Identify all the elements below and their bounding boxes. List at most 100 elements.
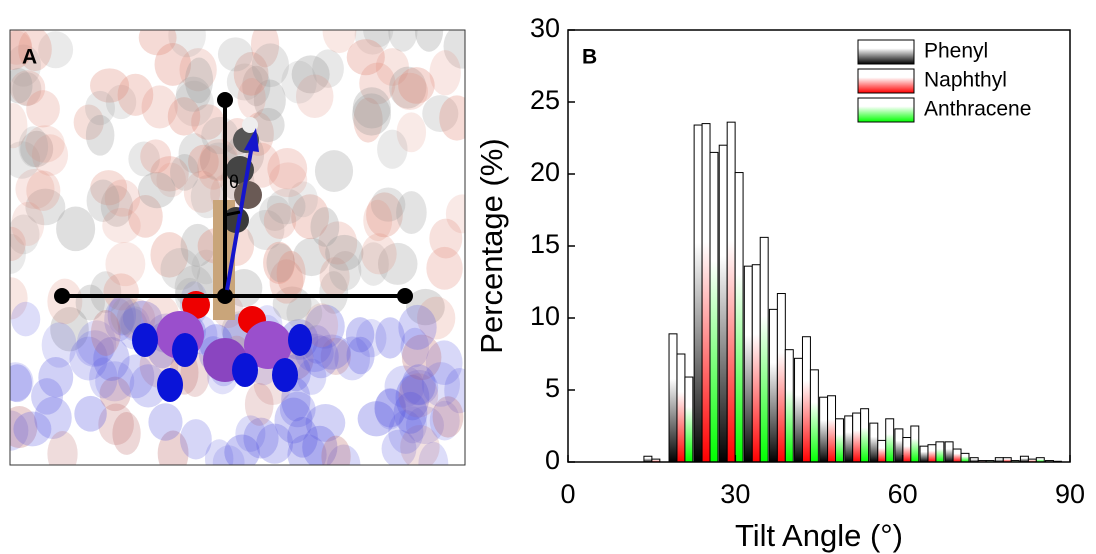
blob xyxy=(393,391,428,434)
bar xyxy=(1019,455,1029,463)
bar xyxy=(844,415,854,463)
blob xyxy=(26,90,60,128)
blob xyxy=(98,403,134,446)
blob xyxy=(179,48,217,92)
blob xyxy=(141,85,178,129)
bar xyxy=(960,452,970,463)
y-axis-title: Percentage (%) xyxy=(474,138,509,353)
panel-a-background xyxy=(10,30,465,465)
blob xyxy=(429,400,460,441)
bar xyxy=(952,448,962,463)
blob xyxy=(105,84,137,120)
blob xyxy=(279,391,316,428)
bar xyxy=(819,396,829,463)
blob xyxy=(73,104,104,140)
blob xyxy=(244,382,274,426)
blob xyxy=(175,76,211,112)
blob xyxy=(346,39,385,76)
panel-a: θ A xyxy=(9,29,466,466)
blob xyxy=(85,90,116,126)
blob xyxy=(188,144,219,179)
bar xyxy=(718,144,728,463)
point xyxy=(397,288,413,304)
blob xyxy=(201,116,239,155)
blob xyxy=(356,318,387,358)
blob xyxy=(129,364,167,408)
y-tick-label: 25 xyxy=(530,85,560,115)
blob xyxy=(18,30,52,72)
blob xyxy=(41,322,77,368)
blob xyxy=(85,114,115,156)
blob xyxy=(366,192,403,238)
blob xyxy=(320,337,351,376)
blob xyxy=(396,191,427,235)
panel-label: B xyxy=(582,46,597,69)
blob xyxy=(417,296,456,340)
atom xyxy=(157,368,183,402)
blob xyxy=(425,340,463,386)
blob xyxy=(422,95,459,132)
blob xyxy=(10,44,41,87)
blob xyxy=(31,134,69,176)
bar xyxy=(668,333,678,463)
blob xyxy=(157,430,189,465)
blob xyxy=(398,406,427,444)
panel-label: A xyxy=(22,46,37,69)
blob xyxy=(287,416,318,458)
blob xyxy=(10,70,46,106)
bar xyxy=(751,264,761,463)
bar xyxy=(759,236,769,463)
blob xyxy=(281,60,317,104)
legend-swatch xyxy=(857,68,915,94)
blob xyxy=(439,95,465,141)
point xyxy=(217,288,233,304)
x-tick-label: 30 xyxy=(720,479,750,509)
atom xyxy=(272,358,298,392)
blob xyxy=(160,248,201,291)
bar xyxy=(784,349,794,463)
y-tick-label: 10 xyxy=(530,301,560,331)
y-tick-label: 5 xyxy=(545,373,560,403)
blob xyxy=(38,356,74,398)
blob xyxy=(345,317,375,353)
atom xyxy=(242,117,258,133)
blob xyxy=(363,30,394,48)
blob xyxy=(297,358,327,395)
blob xyxy=(10,214,40,255)
blob xyxy=(69,336,108,381)
legend-label: Anthracene xyxy=(924,98,1031,121)
blob xyxy=(310,207,340,247)
blob xyxy=(259,195,291,231)
blob xyxy=(443,30,465,69)
blob xyxy=(429,50,461,96)
blob xyxy=(90,68,130,103)
blob xyxy=(375,48,409,86)
bar xyxy=(852,412,862,463)
blob xyxy=(401,334,442,381)
molecule xyxy=(132,117,312,402)
blob xyxy=(269,259,304,304)
blob xyxy=(13,411,52,447)
blob xyxy=(292,237,331,277)
blob xyxy=(429,218,463,259)
blob xyxy=(276,250,306,296)
blob xyxy=(391,72,429,111)
blob xyxy=(237,78,266,119)
blob xyxy=(388,30,418,52)
blob xyxy=(11,301,41,337)
blob xyxy=(354,30,391,55)
blob xyxy=(10,102,28,149)
blob xyxy=(178,133,211,174)
blob xyxy=(10,30,32,65)
blob xyxy=(242,65,271,107)
blob xyxy=(89,271,122,314)
bar xyxy=(919,445,929,463)
blob xyxy=(251,30,280,68)
blob xyxy=(90,310,121,356)
blob xyxy=(10,410,29,451)
blob xyxy=(267,147,308,190)
blob xyxy=(253,79,286,122)
bar xyxy=(734,172,744,463)
blob xyxy=(25,125,65,163)
blob xyxy=(291,55,330,94)
